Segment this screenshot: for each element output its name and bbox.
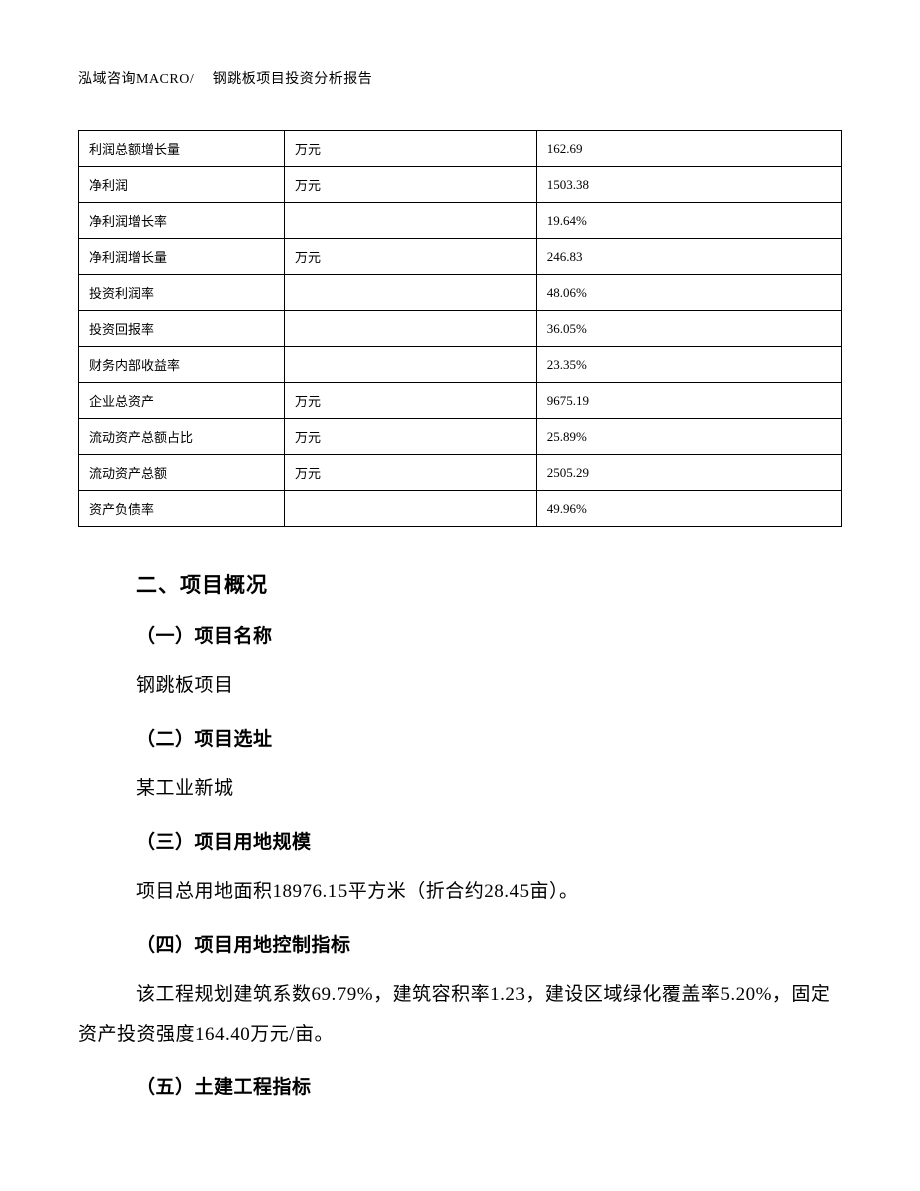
page-header: 泓域咨询MACRO/ 钢跳板项目投资分析报告 bbox=[78, 68, 842, 88]
cell-value: 9675.19 bbox=[536, 383, 841, 419]
body-text-4: 该工程规划建筑系数69.79%，建筑容积率1.23，建设区域绿化覆盖率5.20%… bbox=[78, 975, 842, 1055]
table-row: 财务内部收益率 23.35% bbox=[79, 347, 842, 383]
cell-value: 246.83 bbox=[536, 239, 841, 275]
cell-label: 净利润增长率 bbox=[79, 203, 285, 239]
table-row: 净利润 万元 1503.38 bbox=[79, 167, 842, 203]
cell-label: 资产负债率 bbox=[79, 491, 285, 527]
body-text-2: 某工业新城 bbox=[136, 769, 842, 809]
cell-unit bbox=[285, 275, 537, 311]
table-row: 净利润增长量 万元 246.83 bbox=[79, 239, 842, 275]
cell-label: 流动资产总额占比 bbox=[79, 419, 285, 455]
sub-heading-3: （三）项目用地规模 bbox=[136, 827, 842, 854]
cell-label: 投资回报率 bbox=[79, 311, 285, 347]
table-row: 投资回报率 36.05% bbox=[79, 311, 842, 347]
table-row: 资产负债率 49.96% bbox=[79, 491, 842, 527]
cell-value: 162.69 bbox=[536, 131, 841, 167]
table-row: 利润总额增长量 万元 162.69 bbox=[79, 131, 842, 167]
content-section: 二、项目概况 （一）项目名称 钢跳板项目 （二）项目选址 某工业新城 （三）项目… bbox=[78, 569, 842, 1099]
cell-value: 36.05% bbox=[536, 311, 841, 347]
cell-unit: 万元 bbox=[285, 131, 537, 167]
table-row: 净利润增长率 19.64% bbox=[79, 203, 842, 239]
cell-unit: 万元 bbox=[285, 239, 537, 275]
table-row: 流动资产总额占比 万元 25.89% bbox=[79, 419, 842, 455]
table-row: 企业总资产 万元 9675.19 bbox=[79, 383, 842, 419]
cell-unit bbox=[285, 347, 537, 383]
sub-heading-2: （二）项目选址 bbox=[136, 724, 842, 751]
sub-heading-1: （一）项目名称 bbox=[136, 621, 842, 648]
body-text-3: 项目总用地面积18976.15平方米（折合约28.45亩）。 bbox=[136, 872, 842, 912]
cell-unit: 万元 bbox=[285, 455, 537, 491]
section-heading: 二、项目概况 bbox=[136, 569, 842, 599]
financial-table: 利润总额增长量 万元 162.69 净利润 万元 1503.38 净利润增长率 … bbox=[78, 130, 842, 527]
cell-label: 企业总资产 bbox=[79, 383, 285, 419]
cell-value: 2505.29 bbox=[536, 455, 841, 491]
cell-value: 25.89% bbox=[536, 419, 841, 455]
table-body: 利润总额增长量 万元 162.69 净利润 万元 1503.38 净利润增长率 … bbox=[79, 131, 842, 527]
cell-value: 48.06% bbox=[536, 275, 841, 311]
table-row: 流动资产总额 万元 2505.29 bbox=[79, 455, 842, 491]
cell-label: 财务内部收益率 bbox=[79, 347, 285, 383]
cell-unit bbox=[285, 491, 537, 527]
cell-value: 23.35% bbox=[536, 347, 841, 383]
table-row: 投资利润率 48.06% bbox=[79, 275, 842, 311]
cell-unit bbox=[285, 311, 537, 347]
cell-label: 投资利润率 bbox=[79, 275, 285, 311]
cell-unit: 万元 bbox=[285, 167, 537, 203]
cell-unit bbox=[285, 203, 537, 239]
cell-value: 49.96% bbox=[536, 491, 841, 527]
sub-heading-5: （五）土建工程指标 bbox=[136, 1072, 842, 1099]
cell-value: 19.64% bbox=[536, 203, 841, 239]
cell-label: 净利润 bbox=[79, 167, 285, 203]
cell-unit: 万元 bbox=[285, 419, 537, 455]
cell-unit: 万元 bbox=[285, 383, 537, 419]
sub-heading-4: （四）项目用地控制指标 bbox=[136, 930, 842, 957]
cell-label: 流动资产总额 bbox=[79, 455, 285, 491]
body-text-1: 钢跳板项目 bbox=[136, 666, 842, 706]
cell-label: 利润总额增长量 bbox=[79, 131, 285, 167]
cell-value: 1503.38 bbox=[536, 167, 841, 203]
cell-label: 净利润增长量 bbox=[79, 239, 285, 275]
